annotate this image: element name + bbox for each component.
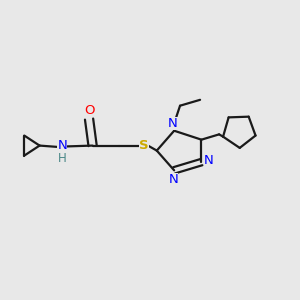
Text: S: S: [139, 139, 149, 152]
Text: N: N: [169, 173, 178, 186]
Text: N: N: [57, 139, 67, 152]
Text: N: N: [204, 154, 214, 167]
Text: N: N: [168, 117, 178, 130]
Text: O: O: [84, 104, 94, 117]
Text: H: H: [58, 152, 67, 165]
